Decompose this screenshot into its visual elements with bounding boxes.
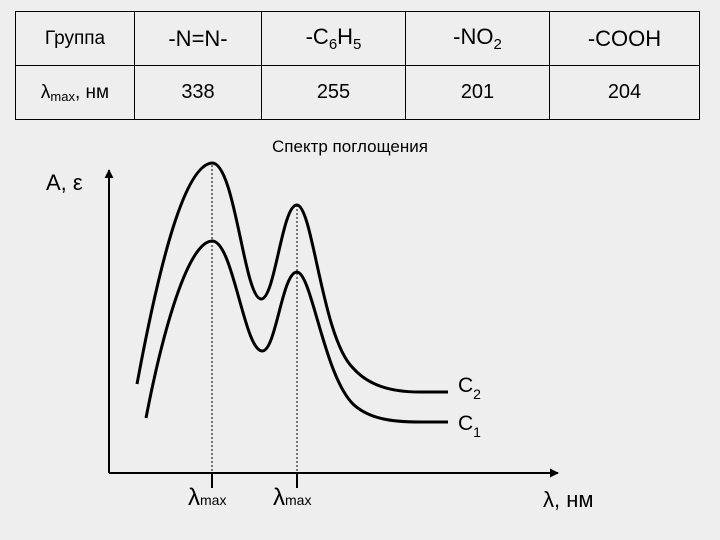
- y-axis-label: A, ε: [46, 170, 83, 195]
- cell-lambda-azo: 338: [134, 65, 262, 120]
- x-axis-label: λ, нм: [543, 487, 594, 512]
- curve-c2-label: C2: [458, 374, 481, 402]
- curve-c1: [144, 239, 448, 424]
- table-row-lambda: λmax, нм 338 255 201 204: [15, 65, 700, 120]
- cell-group-azo: -N=N-: [134, 11, 262, 66]
- curve-c1-label: C1: [458, 412, 481, 440]
- peak1-lambda-max-label: λmax: [188, 484, 226, 511]
- group-wavelength-table: Группа -N=N- -C6H5 -NO2 -COOH λmax, нм 3…: [15, 11, 700, 120]
- table-row-groups: Группа -N=N- -C6H5 -NO2 -COOH: [15, 11, 700, 66]
- cell-group-nitro: -NO2: [405, 11, 550, 66]
- chart-title: Спектр поглощения: [272, 137, 428, 156]
- cell-lambda-carboxyl: 204: [549, 65, 700, 120]
- row-label-lambda: λmax, нм: [15, 65, 135, 120]
- curve-c2: [135, 161, 448, 394]
- row-label-group: Группа: [15, 11, 135, 66]
- cell-lambda-nitro: 201: [405, 65, 550, 120]
- cell-lambda-phenyl: 255: [261, 65, 406, 120]
- peak2-lambda-max-label: λmax: [273, 484, 311, 511]
